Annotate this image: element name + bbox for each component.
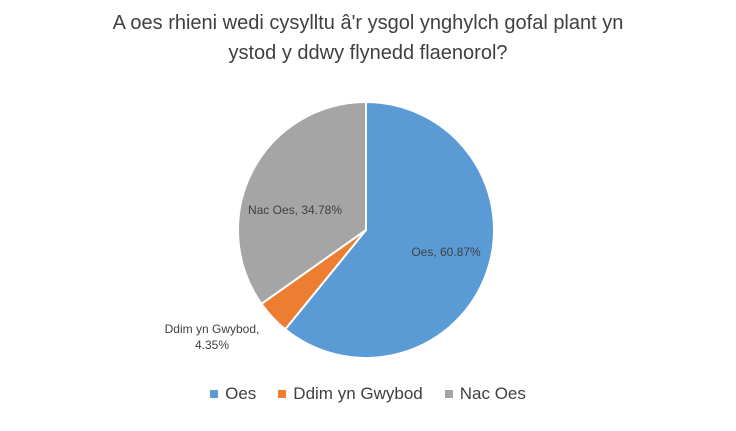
data-label-oes: Oes, 60.87% xyxy=(411,245,481,259)
legend-swatch-nac-oes xyxy=(444,390,453,398)
legend-label-ddim-yn-gwybod: Ddim yn Gwybod xyxy=(293,384,423,403)
data-label-nac-oes: Nac Oes, 34.78% xyxy=(248,203,342,217)
chart-title: A oes rhieni wedi cysylltu â'r ysgol yng… xyxy=(40,8,696,68)
chart-title-line-2: ystod y ddwy flynedd flaenorol? xyxy=(228,42,508,64)
legend-label-oes: Oes xyxy=(225,384,257,403)
legend-item-oes: Oes xyxy=(210,384,256,404)
chart-title-line-1: A oes rhieni wedi cysylltu â'r ysgol yng… xyxy=(112,12,624,34)
legend-swatch-oes xyxy=(210,390,219,398)
legend-label-nac-oes: Nac Oes xyxy=(459,384,526,403)
chart-legend: Oes Ddim yn Gwybod Nac Oes xyxy=(0,384,736,404)
pie-slice-oes xyxy=(283,100,495,359)
legend-item-nac-oes: Nac Oes xyxy=(444,384,526,404)
pie-slice-nac-oes xyxy=(237,100,367,306)
legend-item-ddim-yn-gwybod: Ddim yn Gwybod xyxy=(278,384,423,404)
data-label-ddim-yn-gwybod: Ddim yn Gwybod, 4.35% xyxy=(165,322,260,352)
legend-swatch-ddim-yn-gwybod xyxy=(278,390,287,398)
